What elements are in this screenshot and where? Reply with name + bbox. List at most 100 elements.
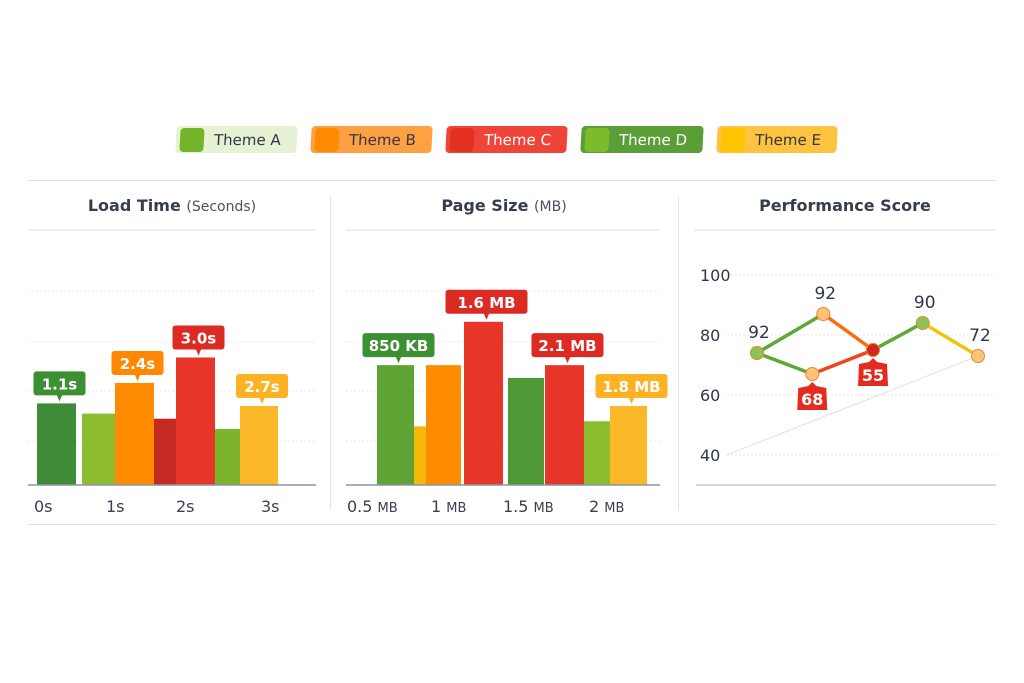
legend-label: Theme E bbox=[754, 130, 822, 149]
label-pointer bbox=[56, 394, 63, 402]
data-point bbox=[915, 316, 930, 330]
title-text: Performance Score bbox=[759, 196, 931, 215]
point-label: 92 bbox=[814, 284, 836, 304]
series-segment bbox=[756, 351, 813, 376]
data-point bbox=[750, 346, 764, 360]
data-label: 1.1s bbox=[33, 371, 86, 402]
point-label: 92 bbox=[748, 323, 770, 343]
legend-item-theme-c[interactable]: Theme C bbox=[444, 126, 568, 153]
tag-shape bbox=[797, 382, 828, 410]
bottom-divider bbox=[28, 524, 996, 525]
x-tick: 2 MB bbox=[589, 497, 624, 516]
data-label: 3.0s bbox=[172, 325, 225, 356]
label-pointer bbox=[564, 356, 571, 364]
title-unit: (Seconds) bbox=[186, 199, 257, 215]
legend-item-theme-b[interactable]: Theme B bbox=[310, 126, 433, 153]
label-box bbox=[33, 371, 86, 396]
data-point bbox=[866, 343, 881, 357]
tag-text: 55 bbox=[862, 366, 884, 385]
tick-unit: MB bbox=[604, 501, 625, 516]
swatch-icon bbox=[719, 127, 746, 152]
x-tick: 0s bbox=[34, 497, 53, 516]
x-tick: 0.5 MB bbox=[347, 497, 398, 516]
data-label: 1.6 MB bbox=[445, 289, 528, 320]
tick-unit: MB bbox=[377, 501, 398, 516]
title-text: Page Size bbox=[441, 196, 529, 215]
performance-score-title: Performance Score bbox=[694, 196, 996, 215]
point-tag: 55 bbox=[858, 358, 889, 386]
label-text: 1.1s bbox=[42, 375, 78, 393]
label-text: 850 KB bbox=[369, 337, 429, 355]
data-label: 1.8 MB bbox=[595, 373, 668, 404]
data-label: 850 KB bbox=[362, 333, 435, 364]
point-label: 72 bbox=[969, 326, 991, 346]
bar bbox=[426, 365, 461, 485]
tick-value: 2 bbox=[589, 497, 600, 516]
data-point bbox=[971, 349, 985, 363]
data-point bbox=[805, 367, 820, 381]
x-tick: 3s bbox=[261, 497, 280, 516]
bar bbox=[464, 321, 503, 485]
top-divider bbox=[28, 180, 996, 181]
tick-unit: MB bbox=[446, 501, 467, 516]
label-box bbox=[595, 373, 668, 398]
x-tick: 1s bbox=[106, 497, 125, 516]
point-tag: 68 bbox=[797, 382, 828, 410]
tick-value: 0.5 bbox=[347, 497, 373, 516]
series-segment bbox=[822, 312, 875, 352]
series-segment bbox=[756, 312, 825, 355]
label-pointer bbox=[134, 374, 141, 381]
label-box bbox=[172, 325, 225, 350]
tag-shape bbox=[858, 358, 889, 386]
data-label: 2.7s bbox=[236, 373, 288, 404]
legend-item-theme-e[interactable]: Theme E bbox=[715, 126, 838, 153]
series-segment bbox=[921, 321, 979, 358]
tag-text: 68 bbox=[801, 390, 823, 409]
tick-value: 1.5 bbox=[503, 497, 529, 516]
data-label: 2.1 MB bbox=[531, 333, 604, 364]
tick-value: 3s bbox=[261, 497, 280, 516]
bar bbox=[115, 383, 154, 485]
tick-unit: MB bbox=[533, 501, 554, 516]
tick-value: 0s bbox=[34, 497, 53, 516]
swatch-icon bbox=[448, 127, 475, 152]
label-pointer bbox=[483, 312, 490, 320]
series-segment bbox=[872, 321, 924, 352]
page-size-title: Page Size (MB) bbox=[346, 196, 662, 215]
label-box bbox=[111, 351, 164, 375]
data-point bbox=[816, 307, 831, 321]
label-text: 2.7s bbox=[244, 378, 280, 396]
y-tick: 80 bbox=[700, 326, 720, 345]
bar bbox=[545, 365, 584, 485]
label-text: 2.1 MB bbox=[538, 337, 596, 355]
data-label: 2.4s bbox=[111, 351, 164, 381]
bar bbox=[154, 418, 176, 485]
bar bbox=[82, 413, 115, 485]
swatch-icon bbox=[583, 127, 610, 152]
tick-value: 2s bbox=[176, 497, 195, 516]
label-box bbox=[445, 289, 528, 314]
load-time-title: Load Time (Seconds) bbox=[28, 196, 316, 215]
legend-item-theme-d[interactable]: Theme D bbox=[579, 126, 704, 153]
bar bbox=[414, 426, 426, 485]
swatch-icon bbox=[314, 127, 340, 152]
y-tick: 100 bbox=[700, 266, 731, 285]
label-text: 1.8 MB bbox=[602, 378, 660, 396]
legend-label: Theme D bbox=[618, 130, 688, 149]
panel-divider bbox=[678, 196, 679, 510]
panel-divider bbox=[330, 196, 331, 510]
tick-value: 1s bbox=[106, 497, 125, 516]
point-label: 90 bbox=[914, 293, 936, 313]
legend: Theme A Theme B Theme C Theme D Theme E bbox=[175, 126, 838, 153]
label-pointer bbox=[259, 396, 265, 404]
legend-label: Theme B bbox=[348, 130, 417, 149]
bar bbox=[37, 403, 76, 485]
bar bbox=[176, 357, 215, 485]
swatch-icon bbox=[179, 127, 205, 152]
tick-value: 1 bbox=[431, 497, 442, 516]
label-text: 3.0s bbox=[181, 330, 217, 348]
x-tick: 1.5 MB bbox=[503, 497, 554, 516]
bar bbox=[240, 405, 278, 485]
legend-item-theme-a[interactable]: Theme A bbox=[175, 126, 298, 153]
